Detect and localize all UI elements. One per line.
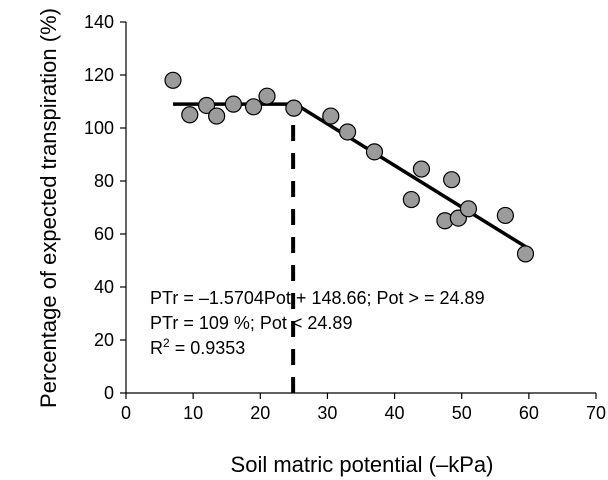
data-point	[258, 87, 276, 105]
data-point	[496, 206, 514, 225]
y-tick-label: 40	[94, 277, 114, 297]
x-tick-label: 60	[519, 403, 539, 423]
data-point	[224, 95, 243, 113]
x-tick-label: 30	[317, 403, 337, 423]
data-point	[516, 245, 535, 263]
x-tick-label: 70	[586, 403, 606, 423]
data-point	[412, 160, 431, 178]
data-point	[197, 96, 216, 115]
y-axis-title: Percentage of expected transpiration (%)	[36, 8, 61, 408]
data-point	[322, 107, 340, 125]
x-ticks: 0 10 20 30 40 50 60 70	[121, 393, 606, 423]
x-axis-title: Soil matric potential (–kPa)	[231, 452, 494, 477]
x-tick-label: 50	[452, 403, 472, 423]
r-squared-value: = 0.9353	[170, 338, 246, 358]
y-tick-label: 20	[94, 330, 114, 350]
data-point	[365, 143, 384, 161]
r-squared-base: R	[150, 338, 163, 358]
x-tick-label: 10	[183, 403, 203, 423]
x-tick-label: 20	[250, 403, 270, 423]
y-tick-label: 0	[104, 383, 114, 403]
y-tick-label: 60	[94, 224, 114, 244]
y-tick-label: 120	[84, 65, 114, 85]
y-tick-label: 140	[84, 12, 114, 32]
plot-layer	[164, 71, 535, 393]
r-squared-annotation: R2 = 0.9353	[150, 336, 245, 358]
fit-line-segment-2	[292, 101, 527, 249]
data-point	[244, 98, 263, 116]
y-ticks: 0 20 40 60 80 100 120 140	[84, 12, 126, 403]
equation-annotation-2: PTr = 109 %; Pot < 24.89	[150, 313, 352, 333]
data-point	[164, 71, 182, 89]
data-point	[285, 99, 303, 117]
equation-annotation-1: PTr = ‒1.5704Pot + 148.66; Pot > = 24.89	[150, 288, 485, 308]
data-point	[338, 123, 357, 141]
x-tick-label: 0	[121, 403, 131, 423]
y-tick-label: 100	[84, 118, 114, 138]
y-tick-label: 80	[94, 171, 114, 191]
data-point	[443, 171, 461, 189]
x-tick-label: 40	[385, 403, 405, 423]
data-point	[208, 107, 226, 125]
data-point	[402, 190, 420, 209]
data-point	[181, 106, 199, 124]
data-point	[459, 200, 478, 218]
r-squared-sup: 2	[163, 336, 170, 350]
